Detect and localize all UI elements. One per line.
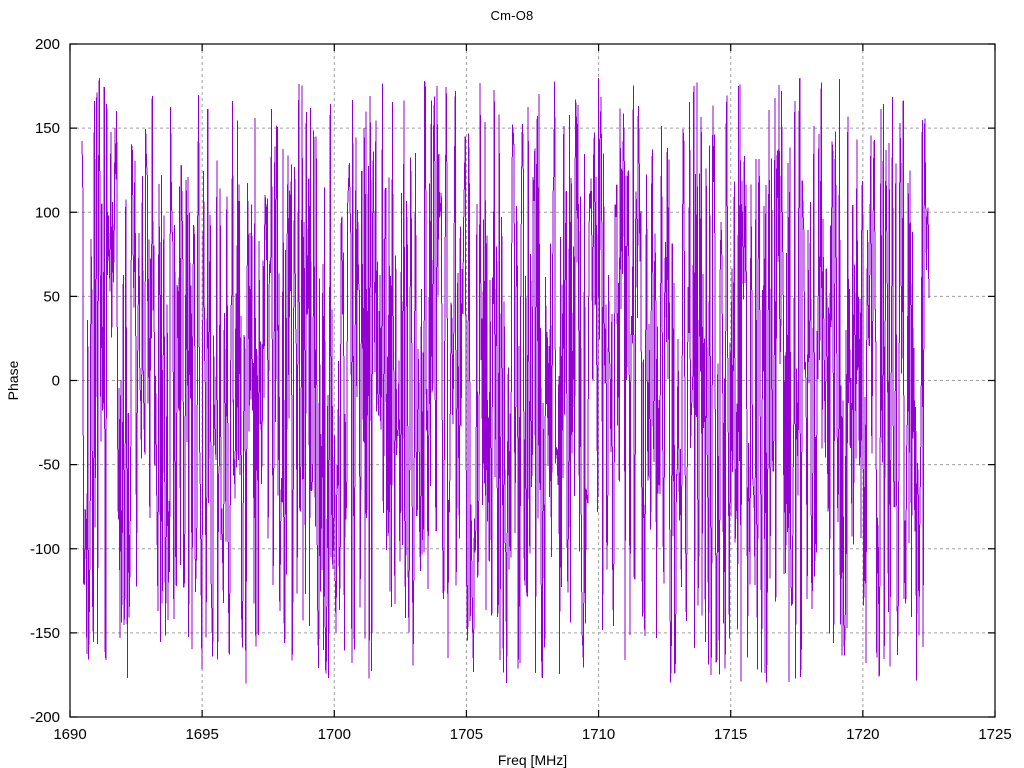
x-tick-label: 1725 [978, 726, 1011, 743]
y-tick-label: 150 [35, 120, 60, 137]
x-axis-title: Freq [MHz] [498, 752, 567, 768]
plot-border [69, 43, 996, 718]
data-series-layer [81, 77, 930, 684]
y-axis-title: Phase [5, 360, 21, 400]
x-tick-label: 1700 [318, 726, 351, 743]
y-tick-label: 100 [35, 204, 60, 221]
data-series-phase [81, 77, 930, 684]
x-tick-label: 1705 [450, 726, 483, 743]
x-tick-label: 1710 [582, 726, 615, 743]
x-tick-label: 1690 [53, 726, 86, 743]
x-tick-label: 1695 [185, 726, 218, 743]
y-tick-label: -100 [30, 541, 60, 558]
y-tick-label: -150 [30, 625, 60, 642]
y-tick-label: -200 [30, 709, 60, 726]
y-tick-label: 0 [52, 373, 60, 390]
y-tick-label: -50 [38, 457, 60, 474]
y-tick-label: 200 [35, 36, 60, 53]
chart-title: Cm-O8 [490, 8, 534, 23]
y-tick-label: 50 [43, 288, 60, 305]
x-tick-label: 1715 [714, 726, 747, 743]
axis-tick-labels: -200 -150 -100 -50 0 50 100 150 200 1690 1695 1700 1… [30, 36, 1012, 743]
x-tick-label: 1720 [846, 726, 879, 743]
